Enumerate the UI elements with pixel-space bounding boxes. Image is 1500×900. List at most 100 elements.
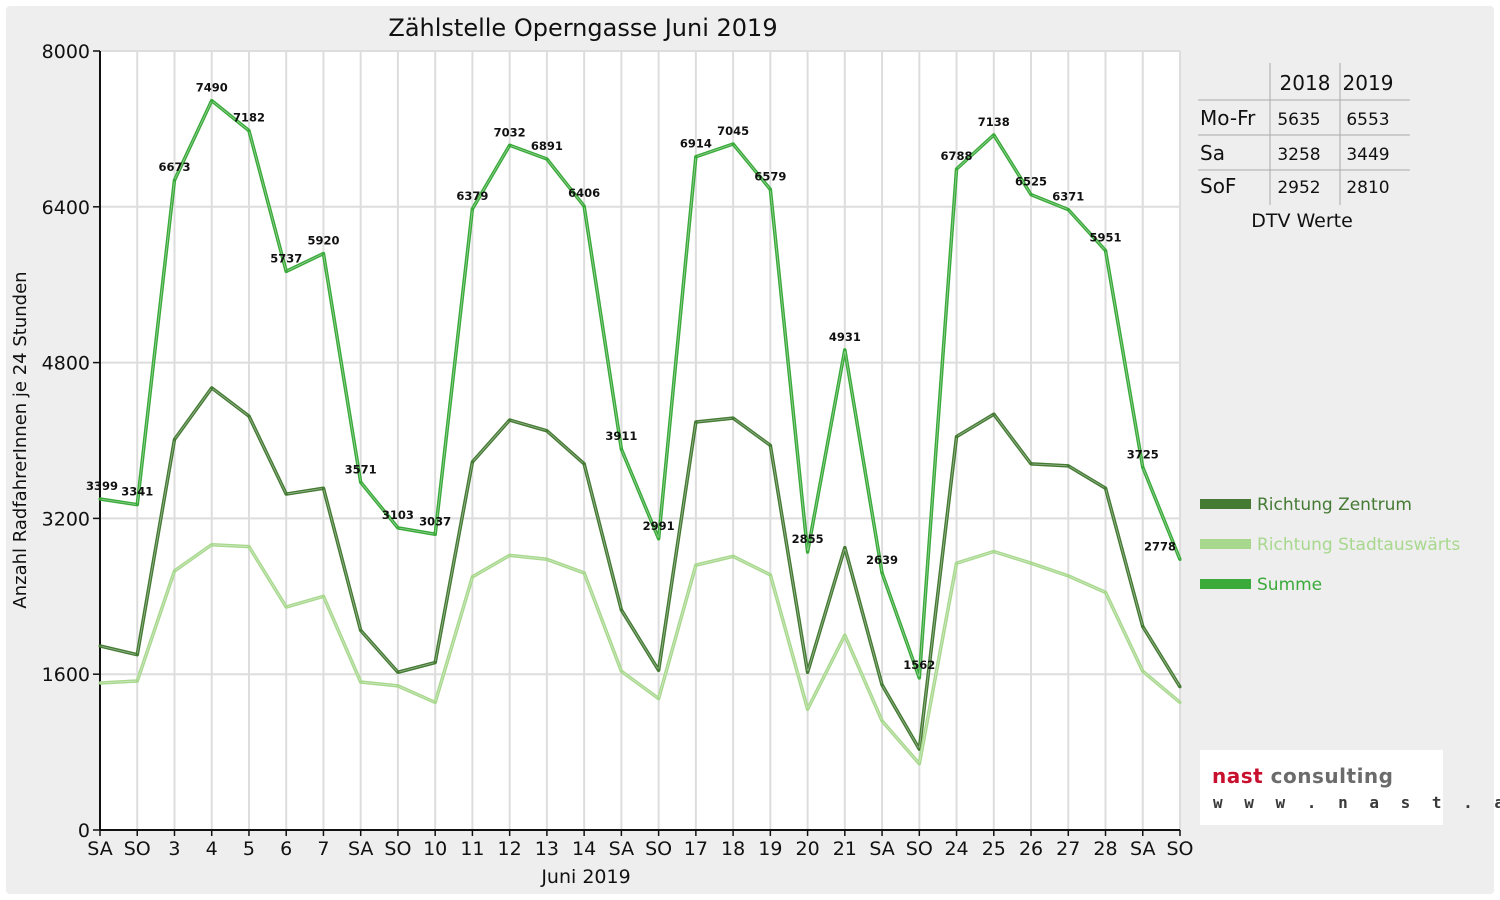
x-tick-label: 7: [317, 838, 329, 860]
data-label: 6579: [754, 169, 786, 183]
data-point: [321, 594, 325, 598]
data-point: [508, 143, 512, 147]
table-cell: 2952: [1277, 178, 1320, 198]
legend-label: Richtung Zentrum: [1257, 495, 1412, 515]
data-point: [1178, 700, 1182, 704]
legend: Richtung Zentrum Richtung Stadtauswärts Su…: [1200, 495, 1460, 595]
x-tick-label: 28: [1093, 838, 1117, 860]
data-label: 6406: [568, 186, 600, 200]
data-point: [582, 204, 586, 208]
data-label: 6379: [456, 189, 488, 203]
data-point: [955, 167, 959, 171]
table-row-label: SoF: [1200, 174, 1236, 198]
x-tick-label: 14: [572, 838, 596, 860]
data-point: [433, 700, 437, 704]
series-line-highlight: [99, 100, 1181, 679]
data-point: [731, 416, 735, 420]
data-point: [1029, 561, 1033, 565]
x-tick-label: SO: [384, 838, 411, 860]
data-label: 6525: [1015, 175, 1047, 189]
table-cell: 2810: [1346, 178, 1389, 198]
data-point: [1104, 249, 1108, 253]
data-label: 3725: [1127, 447, 1159, 461]
x-tick-label: SA: [1130, 838, 1155, 860]
data-point: [396, 526, 400, 530]
series-line-highlight: [99, 387, 1181, 750]
data-point: [619, 669, 623, 673]
data-label: 5920: [307, 234, 339, 248]
nast-consulting-logo: nast consulting w w w . n a s t . a t: [1200, 750, 1500, 825]
data-point: [694, 563, 698, 567]
data-point: [470, 207, 474, 211]
series-line-richtung-zentrum: [99, 386, 1182, 751]
x-tick-label: 12: [498, 838, 522, 860]
data-label: 2991: [643, 519, 675, 533]
y-tick-label: 3200: [42, 508, 90, 530]
table-cell: 3258: [1277, 145, 1320, 165]
data-point: [768, 187, 772, 191]
x-tick-label: 5: [243, 838, 255, 860]
data-point: [1066, 464, 1070, 468]
x-tick-label: 13: [535, 838, 559, 860]
data-point: [1178, 557, 1182, 561]
data-point: [247, 545, 251, 549]
data-point: [843, 546, 847, 550]
data-point: [321, 252, 325, 256]
data-point: [359, 628, 363, 632]
table-cell: 6553: [1346, 110, 1389, 130]
table-row-label: Sa: [1200, 141, 1225, 165]
data-point: [731, 142, 735, 146]
data-point: [768, 443, 772, 447]
data-point: [433, 661, 437, 665]
data-label: 2778: [1144, 539, 1176, 553]
logo-url: w w w . n a s t . a t: [1213, 793, 1500, 812]
data-point: [210, 543, 214, 547]
data-point: [1029, 462, 1033, 466]
data-label: 7490: [196, 81, 228, 95]
x-tick-label: 3: [168, 838, 180, 860]
x-tick-label: SO: [124, 838, 151, 860]
legend-swatch: [1200, 539, 1251, 549]
data-point: [98, 644, 102, 648]
y-axis-label: Anzahl RadfahrerInnen je 24 Stunden: [10, 271, 31, 608]
y-tick-label: 1600: [42, 664, 90, 686]
data-point: [545, 557, 549, 561]
data-point: [806, 670, 810, 674]
data-point: [843, 633, 847, 637]
data-point: [768, 573, 772, 577]
data-point: [210, 386, 214, 390]
x-tick-label: 17: [684, 838, 708, 860]
data-label: 6673: [158, 160, 190, 174]
data-point: [657, 537, 661, 541]
data-label: 2639: [866, 553, 898, 567]
data-point: [1178, 685, 1182, 689]
data-point: [992, 412, 996, 416]
data-point: [98, 497, 102, 501]
data-point: [694, 420, 698, 424]
data-point: [98, 681, 102, 685]
series-line-summe: [99, 98, 1182, 680]
data-point: [806, 550, 810, 554]
data-label: 1562: [903, 658, 935, 672]
data-point: [955, 561, 959, 565]
data-point: [210, 99, 214, 103]
x-tick-label: 18: [721, 838, 745, 860]
data-point: [470, 460, 474, 464]
data-label: 7138: [978, 115, 1010, 129]
table-cell: 3449: [1346, 145, 1389, 165]
x-tick-label: SA: [609, 838, 634, 860]
data-label: 3911: [605, 429, 637, 443]
data-point: [545, 429, 549, 433]
data-point: [582, 462, 586, 466]
series-line-richtung-stadtausw-rts: [99, 542, 1182, 766]
data-point: [508, 418, 512, 422]
data-point: [135, 679, 139, 683]
x-tick-label: SO: [906, 838, 933, 860]
data-point: [321, 486, 325, 490]
data-point: [284, 492, 288, 496]
data-label: 7032: [494, 125, 526, 139]
x-tick-label: 19: [758, 838, 782, 860]
data-point: [135, 503, 139, 507]
data-label: 3103: [382, 508, 414, 522]
